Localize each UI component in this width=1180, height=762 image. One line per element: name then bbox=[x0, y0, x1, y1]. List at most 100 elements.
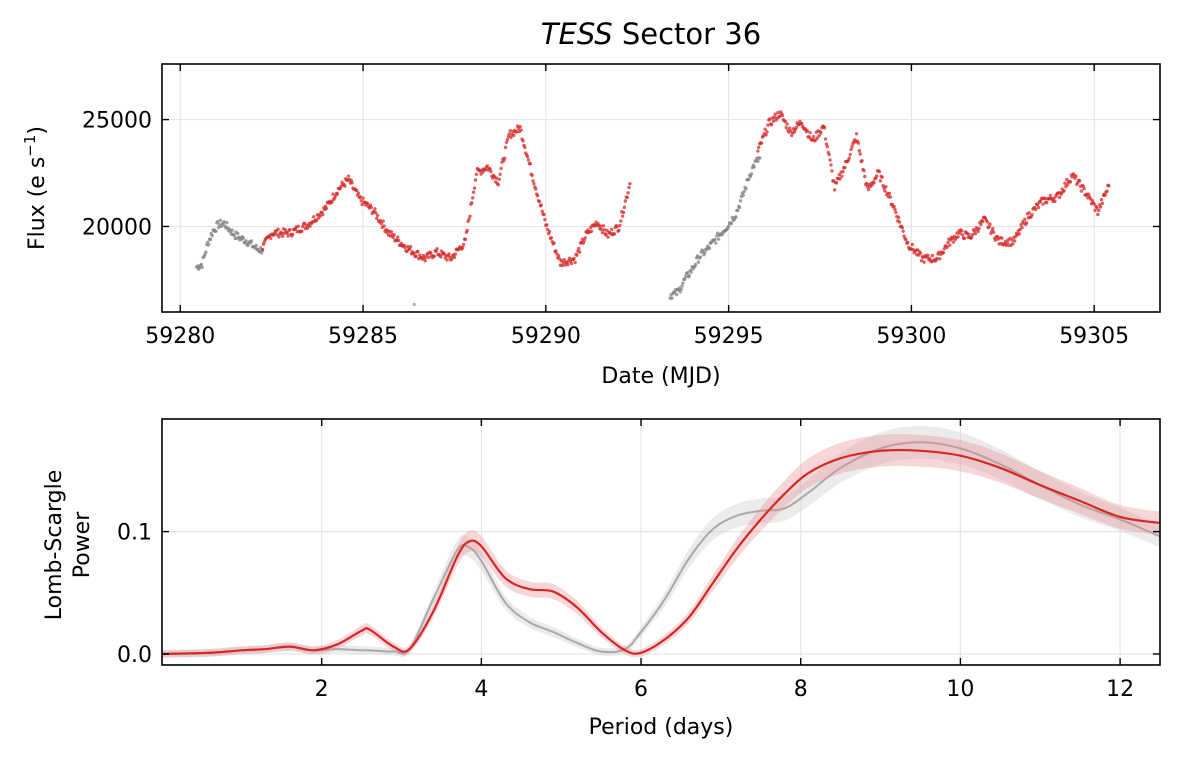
flux-point bbox=[218, 218, 223, 222]
flux-point bbox=[523, 145, 527, 150]
flux-point bbox=[412, 251, 416, 255]
flux-point bbox=[1107, 184, 1111, 188]
flux-point bbox=[825, 144, 830, 149]
flux-point bbox=[216, 225, 221, 230]
flux-point bbox=[1024, 221, 1029, 225]
flux-point bbox=[508, 128, 512, 133]
periodogram-point-gray bbox=[529, 622, 530, 623]
flux-point bbox=[260, 248, 265, 252]
flux-series bbox=[195, 218, 265, 271]
periodogram-point-gray bbox=[337, 648, 338, 649]
flux-point bbox=[960, 233, 965, 237]
flux-point bbox=[970, 235, 974, 239]
flux-point bbox=[1092, 202, 1096, 206]
flux-y-label-main: Flux (e s bbox=[25, 157, 50, 250]
flux-point bbox=[815, 136, 819, 140]
periodogram-series-gray bbox=[161, 425, 1161, 658]
flux-point bbox=[1012, 239, 1017, 243]
flux-point bbox=[582, 238, 586, 243]
flux-point bbox=[560, 263, 564, 268]
periodogram-x-tick-label: 6 bbox=[634, 677, 648, 702]
flux-point bbox=[765, 130, 769, 134]
flux-point bbox=[946, 240, 950, 245]
flux-point bbox=[602, 228, 607, 232]
periodogram-ticks: 2 4 6 8 10 12 0.0 0.1 bbox=[117, 419, 1160, 702]
flux-point bbox=[742, 189, 746, 194]
flux-point bbox=[757, 145, 761, 149]
flux-point bbox=[308, 224, 312, 228]
flux-point bbox=[598, 224, 603, 229]
flux-point bbox=[200, 265, 204, 270]
flux-point bbox=[599, 227, 604, 232]
flux-point bbox=[330, 200, 334, 204]
periodogram-point-red bbox=[209, 652, 210, 653]
periodogram-point-red bbox=[760, 519, 761, 520]
flux-point bbox=[618, 223, 622, 228]
periodogram-point-red bbox=[1000, 467, 1001, 468]
flux-point bbox=[532, 182, 536, 186]
flux-x-tick-label: 59280 bbox=[145, 324, 215, 349]
flux-point bbox=[918, 251, 923, 256]
periodogram-point-red bbox=[736, 548, 737, 549]
periodogram-point-red bbox=[553, 591, 554, 592]
flux-point bbox=[331, 192, 335, 196]
periodogram-point-red bbox=[457, 555, 458, 556]
flux-point bbox=[346, 174, 351, 178]
flux-point bbox=[528, 162, 533, 166]
flux-point bbox=[979, 222, 983, 227]
flux-point bbox=[374, 211, 378, 215]
flux-point bbox=[849, 147, 853, 152]
flux-point bbox=[414, 254, 418, 258]
flux-point bbox=[788, 126, 792, 130]
flux-point bbox=[1035, 202, 1040, 207]
flux-point bbox=[350, 181, 354, 185]
flux-point bbox=[397, 238, 401, 243]
flux-point bbox=[447, 252, 451, 256]
flux-point bbox=[941, 250, 946, 255]
flux-point bbox=[897, 220, 902, 224]
flux-point bbox=[900, 226, 904, 230]
flux-point bbox=[434, 249, 438, 254]
flux-point bbox=[951, 240, 956, 244]
flux-point bbox=[403, 246, 407, 250]
flux-ticks: 59280 59285 59290 59295 59300 59305 20000 25000 bbox=[82, 64, 1160, 349]
flux-point bbox=[819, 131, 823, 135]
flux-point bbox=[904, 238, 908, 242]
flux-point bbox=[729, 221, 734, 226]
periodogram-point-gray bbox=[481, 560, 482, 561]
flux-point bbox=[505, 137, 510, 142]
flux-point bbox=[758, 156, 762, 160]
flux-point bbox=[976, 229, 980, 234]
flux-point bbox=[863, 174, 867, 179]
flux-point bbox=[744, 187, 748, 191]
periodogram-point-red bbox=[241, 650, 242, 651]
flux-point bbox=[892, 204, 896, 209]
flux-point bbox=[589, 229, 594, 234]
flux-point bbox=[214, 229, 218, 233]
flux-point bbox=[683, 274, 688, 279]
flux-point bbox=[785, 122, 789, 126]
flux-point bbox=[756, 149, 760, 153]
periodogram-y-axis-label-line1: Lomb-Scargle bbox=[42, 470, 67, 620]
flux-point bbox=[842, 166, 847, 170]
periodogram-point-gray bbox=[736, 515, 737, 516]
flux-point bbox=[575, 253, 579, 257]
flux-point bbox=[1023, 217, 1027, 222]
flux-point bbox=[1048, 193, 1053, 198]
flux-point bbox=[862, 168, 866, 173]
flux-point bbox=[474, 172, 479, 176]
periodogram-x-tick-label: 2 bbox=[315, 677, 329, 702]
flux-point bbox=[906, 240, 910, 245]
flux-point bbox=[874, 174, 879, 178]
flux-point bbox=[249, 239, 254, 243]
flux-point bbox=[864, 181, 869, 186]
flux-point bbox=[741, 193, 745, 197]
periodogram-point-red bbox=[577, 607, 578, 608]
flux-point bbox=[620, 214, 625, 218]
flux-point bbox=[494, 176, 499, 180]
flux-point bbox=[883, 189, 887, 193]
periodogram-point-red bbox=[688, 617, 689, 618]
flux-point bbox=[412, 302, 416, 307]
flux-point bbox=[959, 229, 964, 233]
flux-point bbox=[619, 219, 623, 223]
